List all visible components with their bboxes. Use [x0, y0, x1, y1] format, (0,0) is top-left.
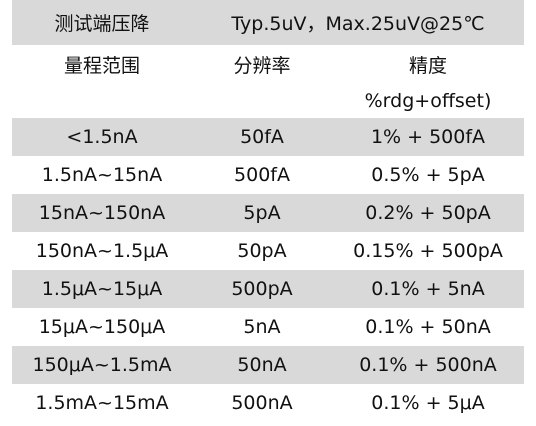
column-header: 分辨率	[233, 55, 291, 77]
column-header: 量程范围	[63, 55, 140, 77]
table-cell: 1.5nA~15nA	[41, 164, 163, 186]
header-row: 量程范围 分辨率 精度 %rdg+offset)	[12, 45, 524, 118]
table-cell: 5nA	[243, 316, 281, 338]
label-cell: 测试端压降	[54, 13, 150, 35]
table-cell: 500nA	[231, 392, 293, 414]
value-cell: Typ.5uV，Max.25uV@25℃	[231, 13, 485, 35]
table-row: 1.5μA~15μA 500pA 0.1% + 5nA	[12, 270, 524, 308]
table-cell: 50fA	[240, 126, 284, 148]
spec-table: 测试端压降 Typ.5uV，Max.25uV@25℃ 量程范围 分辨率 精度 %…	[12, 0, 524, 422]
table-cell: 0.1% + 50nA	[365, 316, 491, 338]
table-cell: 5pA	[243, 202, 281, 224]
table-cell: 500fA	[234, 164, 290, 186]
top-row: 测试端压降 Typ.5uV，Max.25uV@25℃	[12, 0, 524, 45]
table-row: <1.5nA 50fA 1% + 500fA	[12, 118, 524, 156]
table-cell: 1.5mA~15mA	[35, 392, 169, 414]
table-cell: 0.1% + 500nA	[359, 354, 497, 376]
table-row: 1.5mA~15mA 500nA 0.1% + 5μA	[12, 384, 524, 422]
table-cell: 0.15% + 500pA	[353, 240, 503, 262]
table-cell: 150μA~1.5mA	[32, 354, 172, 376]
table-row: 15nA~150nA 5pA 0.2% + 50pA	[12, 194, 524, 232]
table-cell: 0.5% + 5pA	[371, 164, 485, 186]
table-cell: 50nA	[237, 354, 287, 376]
table-cell: 1% + 500fA	[370, 126, 486, 148]
table-cell: 1.5μA~15μA	[41, 278, 163, 300]
table-cell: 150nA~1.5μA	[35, 240, 169, 262]
table-cell: 15nA~150nA	[38, 202, 166, 224]
column-note: %rdg+offset)	[364, 90, 492, 112]
table-row: 150nA~1.5μA 50pA 0.15% + 500pA	[12, 232, 524, 270]
column-header: 精度	[408, 55, 447, 77]
table-row: 150μA~1.5mA 50nA 0.1% + 500nA	[12, 346, 524, 384]
table-cell: 50pA	[237, 240, 287, 262]
table-cell: 0.2% + 50pA	[365, 202, 491, 224]
table-row: 1.5nA~15nA 500fA 0.5% + 5pA	[12, 156, 524, 194]
table-cell: 15μA~150μA	[38, 316, 166, 338]
table-cell: 500pA	[231, 278, 293, 300]
table-cell: 0.1% + 5nA	[371, 278, 485, 300]
column-header-group: 精度 %rdg+offset)	[332, 45, 524, 112]
table-body: <1.5nA 50fA 1% + 500fA 1.5nA~15nA 500fA 0.5% …	[12, 118, 524, 422]
table-cell: <1.5nA	[66, 126, 138, 148]
table-row: 15μA~150μA 5nA 0.1% + 50nA	[12, 308, 524, 346]
table-cell: 0.1% + 5μA	[371, 392, 485, 414]
